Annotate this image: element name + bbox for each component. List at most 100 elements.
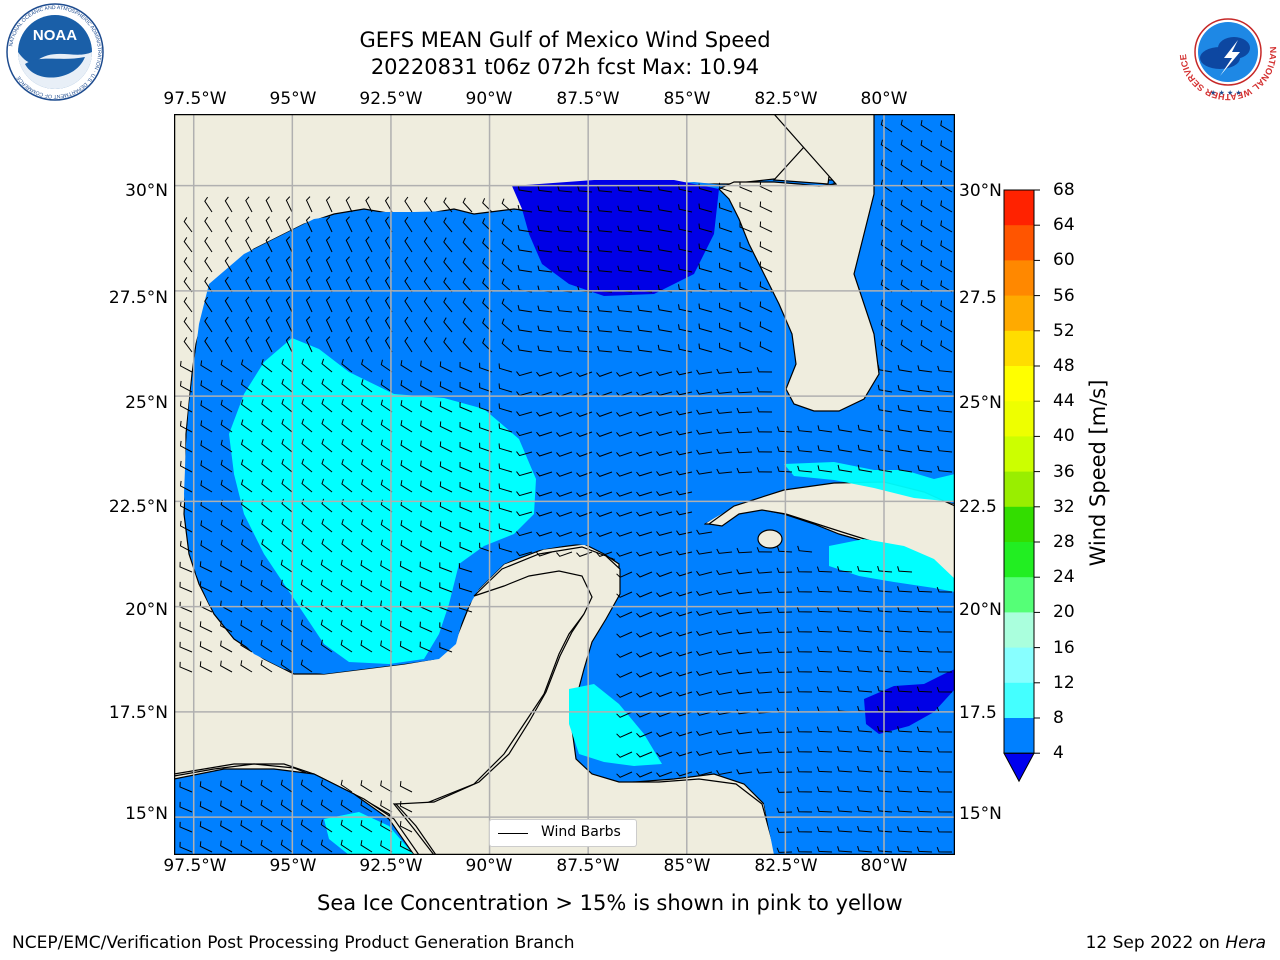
wind-barb — [517, 304, 533, 313]
wind-barb — [636, 531, 653, 537]
wind-barb — [537, 205, 553, 213]
wind-barb — [459, 401, 473, 413]
wind-barb — [400, 420, 413, 433]
wind-barb — [325, 336, 333, 353]
wind-barb — [220, 820, 233, 833]
wind-barb — [220, 359, 233, 373]
wind-barb — [756, 467, 773, 473]
wind-barb — [837, 586, 853, 593]
wind-barb — [439, 582, 453, 593]
wind-barb — [220, 800, 233, 813]
wind-barb — [419, 621, 433, 633]
wind-barb — [443, 217, 453, 233]
wind-barb — [280, 799, 293, 813]
wind-barb — [420, 360, 433, 373]
wind-barb — [360, 600, 373, 613]
wind-barb — [261, 519, 273, 533]
wind-barb — [656, 711, 673, 718]
wind-barb — [204, 276, 213, 293]
wind-barb — [816, 666, 833, 673]
wind-barb — [616, 751, 633, 758]
wind-barb — [439, 421, 453, 433]
wind-barb — [462, 297, 473, 313]
wind-8-12-south-cuba — [829, 539, 955, 592]
wind-barb — [756, 768, 773, 774]
wind-barb — [940, 340, 953, 353]
wind-barb — [897, 606, 913, 613]
wind-barb — [676, 591, 693, 597]
colorbar-tick: 8 — [1053, 708, 1064, 728]
wind-barb — [281, 458, 293, 473]
lon-tick-top: 95°W — [269, 89, 317, 109]
wind-barb — [325, 316, 333, 333]
wind-under-4-caribbean — [864, 669, 955, 734]
wind-barb — [340, 559, 353, 573]
wind-barb — [240, 419, 253, 433]
wind-barb — [200, 420, 213, 433]
wind-barb — [404, 316, 413, 333]
wind-barb — [320, 819, 333, 833]
wind-barb — [365, 216, 373, 233]
wind-barb — [880, 239, 893, 253]
wind-barb — [300, 659, 313, 673]
wind-barb — [261, 419, 273, 433]
wind-barb — [384, 276, 393, 293]
wind-barb — [897, 384, 913, 393]
wind-barb — [179, 460, 193, 473]
wind-barb — [796, 586, 813, 593]
wind-barb — [756, 547, 773, 553]
wind-barb — [380, 560, 393, 573]
wind-barb — [877, 805, 893, 813]
wind-barb — [616, 511, 633, 517]
wind-barb — [179, 621, 193, 633]
wind-barb — [877, 364, 893, 373]
wind-barb — [940, 160, 953, 173]
wind-barb — [596, 371, 613, 377]
wind-barb — [857, 645, 873, 653]
wind-barb — [260, 599, 273, 613]
wind-barb — [537, 265, 553, 273]
wind-barb — [676, 771, 693, 777]
wind-barb — [240, 600, 253, 613]
wind-barb — [285, 196, 293, 213]
land-isle-of-youth — [757, 529, 783, 549]
wind-barb — [439, 381, 453, 393]
wind-barb — [837, 806, 853, 813]
wind-barb — [479, 502, 493, 513]
wind-barb — [360, 620, 373, 633]
wind-barbs-legend-label: Wind Barbs — [541, 824, 621, 840]
wind-barb — [816, 606, 833, 613]
wind-barb — [597, 185, 613, 193]
wind-barb — [657, 344, 673, 353]
wind-barb — [917, 365, 933, 373]
wind-barb — [340, 799, 353, 813]
wind-barb — [756, 668, 773, 674]
wind-barb — [897, 826, 913, 833]
wind-barb — [384, 196, 393, 213]
wind-barb — [399, 581, 413, 593]
wind-barb — [920, 340, 933, 353]
wind-barb — [462, 337, 473, 353]
wind-barb — [305, 276, 313, 293]
wind-barb — [384, 236, 393, 253]
wind-barb — [617, 185, 633, 193]
wind-barb — [877, 444, 893, 453]
wind-barb — [200, 480, 213, 493]
wind-barb — [676, 731, 693, 737]
wind-barb — [265, 316, 273, 333]
wind-barb — [400, 540, 413, 553]
wind-barb — [597, 265, 613, 273]
wind-barb — [439, 401, 453, 413]
wind-barb — [556, 491, 573, 497]
wind-barb — [656, 411, 673, 416]
wind-barb — [199, 641, 213, 653]
wind-barb — [597, 245, 613, 253]
wind-barb — [204, 236, 213, 253]
wind-barb — [897, 766, 913, 773]
wind-barb — [439, 441, 453, 453]
wind-barb — [404, 296, 413, 313]
wind-barb — [498, 543, 513, 553]
wind-barb — [224, 256, 233, 273]
wind-barb — [204, 256, 213, 273]
wind-barb — [320, 639, 333, 653]
